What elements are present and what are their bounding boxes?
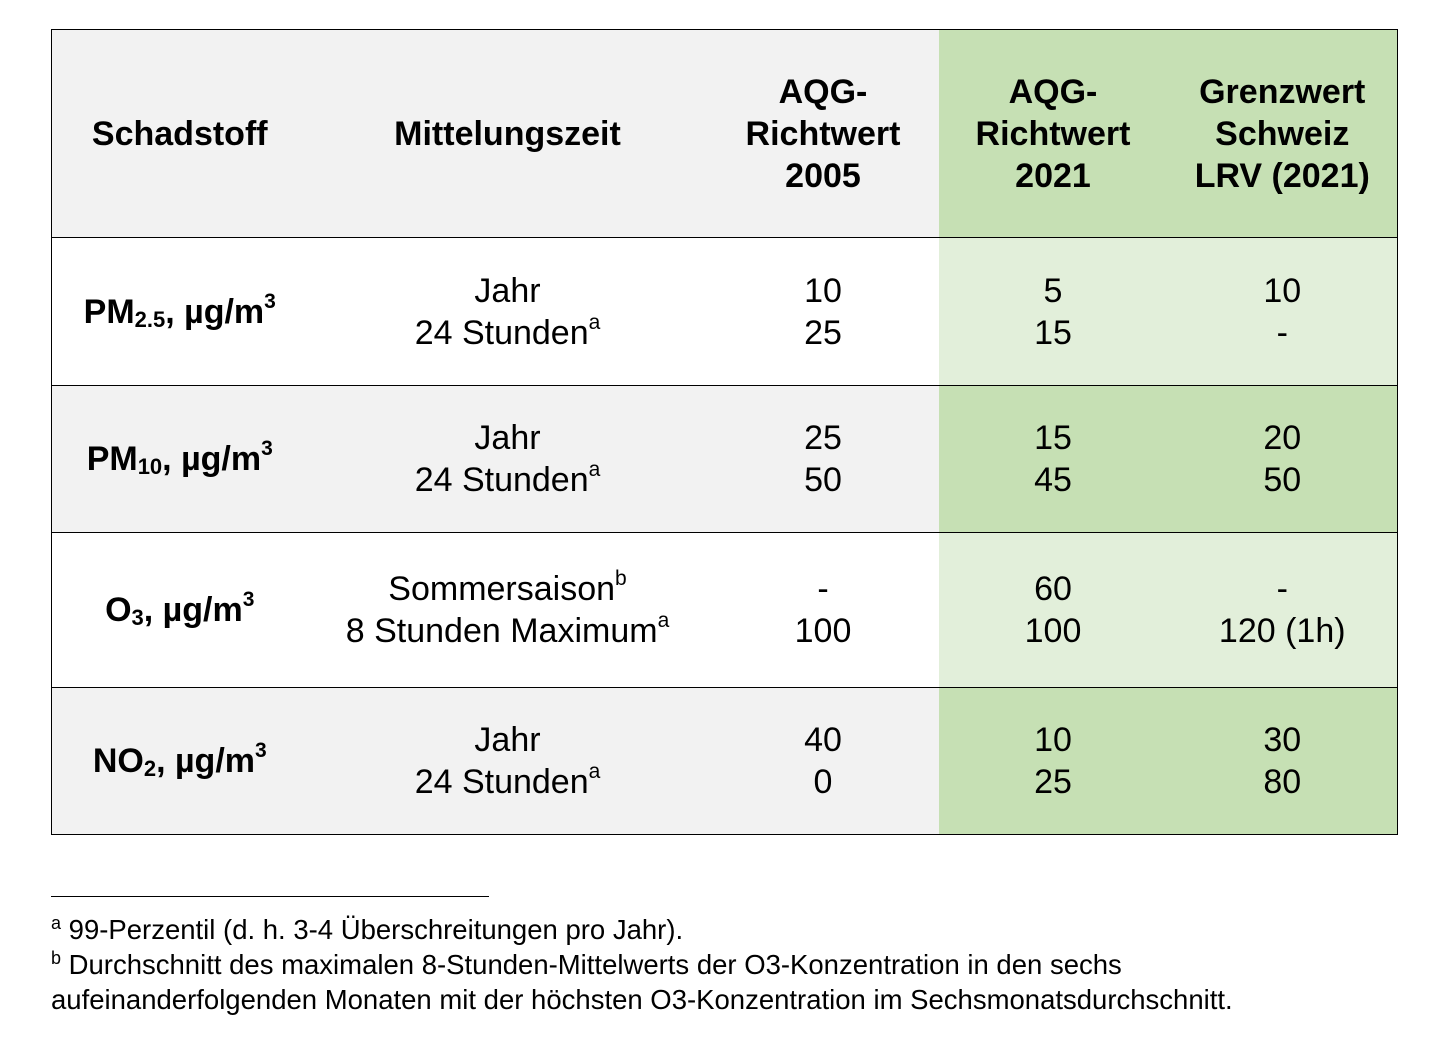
pollutant-cell: O3, µg/m3: [51, 532, 308, 688]
limit-switzerland-cell: 20 50: [1167, 385, 1398, 533]
period-cell: Jahr 24 Stundena: [307, 687, 708, 835]
header-limit-switzerland: Grenzwert Schweiz LRV (2021): [1167, 29, 1398, 238]
aqg-2005-cell: 25 50: [707, 385, 939, 533]
footnotes: a 99-Perzentil (d. h. 3-4 Überschreitung…: [51, 912, 1391, 1017]
table-header-row: Schadstoff Mittelungszeit AQG- Richtwert…: [51, 29, 1398, 238]
table-row: NO2, µg/m3 Jahr 24 Stundena 40 0 10 25 3…: [51, 687, 1398, 835]
footnote-a: a 99-Perzentil (d. h. 3-4 Überschreitung…: [51, 913, 684, 945]
footnote-divider: [51, 896, 489, 897]
period-cell: Jahr 24 Stundena: [307, 237, 708, 386]
period-cell: Jahr 24 Stundena: [307, 385, 708, 533]
aqg-2021-cell: 60 100: [938, 532, 1168, 688]
table-row: PM10, µg/m3 Jahr 24 Stundena 25 50 15 45…: [51, 385, 1398, 533]
air-quality-table: Schadstoff Mittelungszeit AQG- Richtwert…: [51, 29, 1398, 835]
header-aqg-2005: AQG- Richtwert 2005: [707, 29, 939, 238]
aqg-2021-cell: 5 15: [938, 237, 1168, 386]
pollutant-cell: PM10, µg/m3: [51, 385, 308, 533]
header-pollutant: Schadstoff: [51, 29, 308, 238]
pollutant-cell: PM2.5, µg/m3: [51, 237, 308, 386]
header-period: Mittelungszeit: [307, 29, 708, 238]
table-row: PM2.5, µg/m3 Jahr 24 Stundena 10 25 5 15…: [51, 237, 1398, 386]
aqg-2005-cell: 40 0: [707, 687, 939, 835]
period-cell: Sommersaisonb 8 Stunden Maximuma: [307, 532, 708, 688]
aqg-2005-cell: - 100: [707, 532, 939, 688]
aqg-2005-cell: 10 25: [707, 237, 939, 386]
footnote-b: b Durchschnitt des maximalen 8-Stunden-M…: [51, 948, 1233, 1015]
aqg-2021-cell: 10 25: [938, 687, 1168, 835]
limit-switzerland-cell: 10 -: [1167, 237, 1398, 386]
header-aqg-2021: AQG- Richtwert 2021: [938, 29, 1168, 238]
aqg-2021-cell: 15 45: [938, 385, 1168, 533]
table-row: O3, µg/m3 Sommersaisonb 8 Stunden Maximu…: [51, 532, 1398, 688]
limit-switzerland-cell: 30 80: [1167, 687, 1398, 835]
limit-switzerland-cell: - 120 (1h): [1167, 532, 1398, 688]
pollutant-cell: NO2, µg/m3: [51, 687, 308, 835]
